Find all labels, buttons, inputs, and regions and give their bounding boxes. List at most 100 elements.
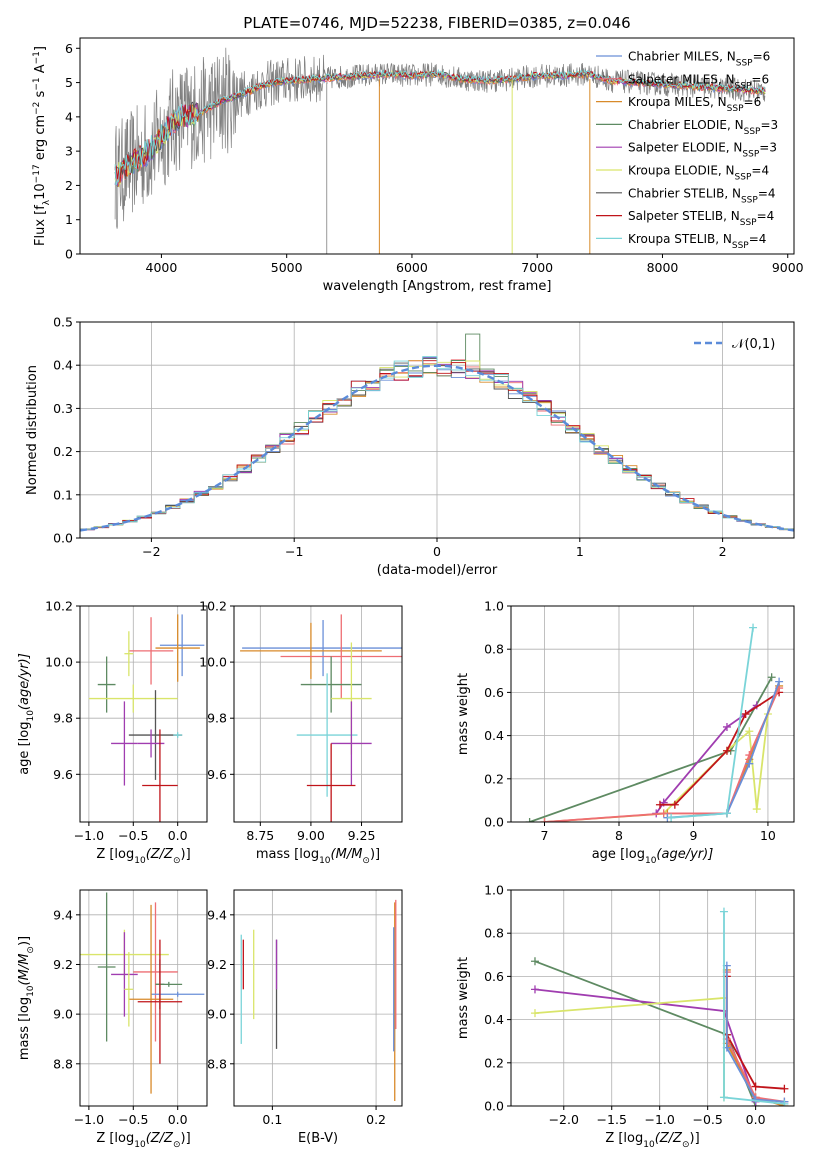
x-tick-label: −0.5 (692, 1112, 722, 1127)
mass-weight-marker (670, 800, 679, 809)
plot-area (240, 899, 397, 1102)
axes-frame (510, 889, 795, 1107)
panel-age_vs_mass: 8.75 9.00 9.25 9.6 9.8 10.0 10.2 mass [log10(M/… (199, 599, 403, 866)
x-tick-label: 9.00 (297, 828, 325, 843)
axes-frame (79, 889, 208, 1107)
mass-weight-marker (767, 673, 776, 682)
y-axis-label: mass [log10(M/M⊙)] (17, 936, 36, 1060)
x-tick-label: 5000 (271, 260, 303, 275)
label-part: Chabrier STELIB, N (628, 186, 741, 200)
label-part: ⊙ (173, 1140, 181, 1150)
mass-weight-line (667, 681, 780, 819)
y-tick-label: 9.0 (53, 1007, 73, 1022)
plot-area (530, 907, 789, 1106)
plot-area (80, 892, 205, 1094)
label-part: )] (690, 1131, 700, 1146)
label-part: )] (181, 1131, 191, 1146)
label-part: =4 (749, 232, 767, 246)
mass-weight-marker (659, 809, 668, 818)
legend-label: Kroupa ELODIE, NSSP=4 (628, 164, 769, 183)
label-part: SSP (742, 150, 759, 160)
label-part: =3 (759, 141, 777, 155)
observed-spectrum-line (114, 47, 766, 229)
label-part: 10 (134, 1140, 146, 1150)
label-part: mass [log (256, 847, 319, 862)
y-tick-label: 1 (65, 212, 73, 227)
x-tick-label: 7 (541, 828, 549, 843)
y-tick-label: 10.2 (45, 599, 73, 614)
x-tick-label: 0.0 (168, 1112, 188, 1127)
mass-weight-marker (751, 1095, 760, 1104)
y-tick-label: 4 (65, 109, 73, 124)
label-part: 10 (643, 1140, 655, 1150)
y-tick-label: 0.6 (484, 685, 504, 700)
label-part: −17 (32, 164, 42, 183)
mass-weight-line (534, 997, 725, 1098)
label-part: SSP (727, 104, 744, 114)
y-tick-label: 0.2 (484, 771, 504, 786)
y-tick-label: 0.3 (53, 401, 73, 416)
mass-weight-marker (719, 907, 728, 916)
x-tick-label: −1.5 (597, 1112, 627, 1127)
x-tick-label: 9 (689, 828, 697, 843)
x-axis-label: Z [log10(Z/Z⊙)] (96, 1131, 190, 1150)
y-axis-label: Flux [fλ10−17 erg cm−2 s−1 A−1] (32, 46, 52, 246)
label-part: ] (33, 46, 48, 51)
x-axis-label: mass [log10(M/M⊙)] (256, 847, 380, 866)
y-axis-label: Normed distribution (25, 365, 40, 495)
label-part: age [log (17, 722, 32, 775)
legend-label: Chabrier MILES, NSSP=6 (628, 50, 770, 69)
x-axis-label: Z [log10(Z/Z⊙)] (605, 1131, 699, 1150)
legend-label: Chabrier ELODIE, NSSP=3 (628, 118, 778, 137)
y-tick-label: 0.5 (53, 315, 73, 330)
mass-weight-marker (525, 818, 534, 822)
x-axis-label: wavelength [Angstrom, rest frame] (323, 279, 552, 294)
mass-weight-marker (530, 985, 539, 994)
plot-area (240, 614, 402, 822)
label-part: )] (181, 847, 191, 862)
label-part: −2 (32, 102, 42, 115)
mass-weight-line (534, 960, 757, 1106)
y-tick-label: 9.4 (53, 907, 73, 922)
legend-label: Salpeter STELIB, NSSP=4 (628, 209, 774, 228)
y-tick-label: 10.2 (199, 599, 227, 614)
mass-weight-marker (775, 677, 784, 686)
legend-label: Chabrier STELIB, NSSP=4 (628, 186, 776, 205)
x-axis-label: E(B-V) (298, 1131, 338, 1146)
y-tick-label: 8.8 (207, 1056, 227, 1071)
x-tick-label: −1.0 (74, 1112, 104, 1127)
label-part: =6 (751, 72, 769, 86)
x-tick-label: 0 (433, 544, 441, 559)
y-tick-label: 9.8 (53, 711, 73, 726)
x-tick-label: −1.0 (74, 828, 104, 843)
label-part: 10 (319, 856, 331, 866)
label-part: s (33, 90, 48, 101)
y-tick-label: 0.6 (484, 969, 504, 984)
mass-weight-marker (719, 1093, 728, 1102)
y-tick-label: 8.8 (53, 1056, 73, 1071)
legend-label: Salpeter MILES, NSSP=6 (628, 72, 769, 91)
label-part: SSP (735, 173, 752, 183)
label-part: λ (42, 199, 52, 205)
label-part: =4 (751, 164, 769, 178)
y-tick-label: 0.1 (53, 487, 73, 502)
label-part: SSP (732, 241, 749, 251)
axes-frame (233, 605, 403, 823)
y-tick-label: 9.2 (207, 957, 227, 972)
mass-weight-marker (722, 746, 731, 755)
mass-weight-marker (745, 759, 754, 768)
mass-weight-marker (655, 800, 664, 809)
mass-weight-marker (530, 1009, 539, 1018)
label-part: (M/M (17, 954, 32, 986)
y-tick-label: 0 (65, 247, 73, 262)
label-part: mass [log (17, 997, 32, 1060)
label-part: SSP (741, 195, 758, 205)
x-tick-label: −2 (142, 544, 160, 559)
model-spectrum-line (114, 68, 766, 185)
mass-weight-marker (530, 957, 539, 966)
label-part: Chabrier MILES, N (628, 50, 736, 64)
y-tick-label: 6 (65, 41, 73, 56)
